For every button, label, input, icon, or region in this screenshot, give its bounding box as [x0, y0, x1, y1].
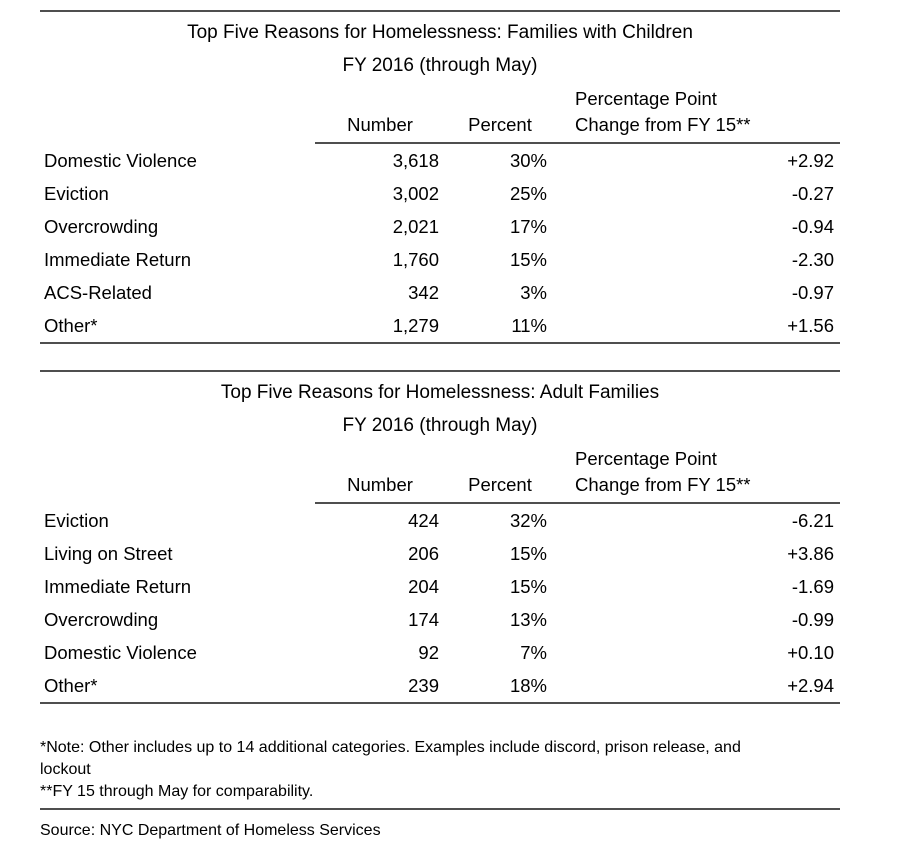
cell-reason: Immediate Return [44, 576, 192, 597]
cell-change: -0.94 [791, 216, 834, 237]
table-row: Eviction 424 32% -6.21 [40, 503, 840, 537]
cell-reason: Eviction [44, 509, 109, 531]
source-line: Source: NYC Department of Homeless Servi… [40, 822, 381, 839]
cell-number: 206 [408, 543, 439, 564]
cell-reason: Living on Street [44, 543, 173, 564]
report-page: Top Five Reasons for Homelessness: Famil… [40, 10, 840, 839]
cell-percent: 11% [511, 315, 547, 336]
header-number: Number [315, 86, 445, 144]
table-row: Immediate Return 204 15% -1.69 [40, 570, 840, 603]
cell-reason: Domestic Violence [44, 149, 197, 171]
footnote-fy15: **FY 15 through May for comparability. [40, 783, 314, 800]
cell-percent: 15% [509, 249, 547, 270]
cell-reason: Immediate Return [44, 249, 192, 270]
table-title-line2: FY 2016 (through May) [342, 55, 538, 76]
header-percent: Percent [445, 86, 555, 144]
header-change-line1: Percentage Point [575, 448, 717, 469]
header-change-line1: Percentage Point [575, 88, 717, 109]
cell-change: -1.69 [791, 576, 834, 597]
cell-change: -6.21 [791, 510, 834, 531]
footnotes-block: *Note: Other includes up to 14 additiona… [40, 730, 840, 810]
footnote-other: *Note: Other includes up to 14 additiona… [40, 739, 741, 778]
cell-change: -0.97 [791, 282, 834, 303]
cell-change: -2.30 [791, 249, 834, 270]
adult-families-table: Number Percent Percentage Point Change f… [40, 446, 840, 702]
cell-change: +0.10 [787, 642, 834, 663]
table-row: ACS-Related 342 3% -0.97 [40, 276, 840, 309]
header-percent: Percent [445, 446, 555, 504]
cell-percent: 3% [520, 282, 547, 303]
table-row: Other* 239 18% +2.94 [40, 669, 840, 702]
table-row: Domestic Violence 3,618 30% +2.92 [40, 143, 840, 177]
header-reason-blank [40, 446, 315, 503]
table-title-line1: Top Five Reasons for Homelessness: Famil… [187, 22, 693, 43]
cell-number: 1,279 [392, 315, 439, 336]
table-row: Living on Street 206 15% +3.86 [40, 537, 840, 570]
table-row: Overcrowding 174 13% -0.99 [40, 603, 840, 636]
families-with-children-table: Number Percent Percentage Point Change f… [40, 86, 840, 342]
cell-reason: Other* [44, 675, 98, 696]
header-number: Number [315, 446, 445, 504]
table-title-adult-families: Top Five Reasons for Homelessness: Adult… [40, 376, 840, 442]
cell-number: 3,002 [392, 183, 439, 204]
cell-percent: 18% [509, 675, 547, 696]
header-reason-blank [40, 86, 315, 143]
cell-number: 1,760 [392, 249, 439, 270]
header-row: Number Percent Percentage Point Change f… [40, 86, 840, 144]
cell-percent: 30% [509, 150, 547, 171]
header-change-line2: Change from FY 15** [575, 474, 751, 495]
cell-change: -0.99 [791, 609, 834, 630]
cell-number: 2,021 [392, 216, 439, 237]
cell-change: +1.56 [787, 315, 834, 336]
cell-reason: ACS-Related [44, 282, 152, 303]
cell-number: 424 [408, 510, 439, 531]
cell-reason: Domestic Violence [44, 642, 197, 663]
cell-number: 204 [408, 576, 439, 597]
cell-change: +2.92 [787, 150, 834, 171]
cell-percent: 17% [509, 216, 547, 237]
table-title-line2: FY 2016 (through May) [342, 415, 538, 436]
cell-change: +2.94 [787, 675, 834, 696]
header-change: Percentage Point Change from FY 15** [555, 446, 840, 504]
cell-reason: Eviction [44, 183, 109, 204]
cell-percent: 15% [509, 543, 547, 564]
cell-number: 92 [418, 642, 439, 663]
table-row: Eviction 3,002 25% -0.27 [40, 177, 840, 210]
header-change-line2: Change from FY 15** [575, 114, 751, 135]
cell-percent: 32% [509, 510, 547, 531]
table-title-families-with-children: Top Five Reasons for Homelessness: Famil… [40, 16, 840, 82]
cell-number: 174 [408, 609, 439, 630]
cell-number: 3,618 [392, 150, 439, 171]
cell-percent: 25% [509, 183, 547, 204]
table-row: Other* 1,279 11% +1.56 [40, 309, 840, 342]
cell-reason: Overcrowding [44, 216, 159, 237]
cell-change: +3.86 [787, 543, 834, 564]
cell-reason: Other* [44, 315, 98, 336]
table-title-line1: Top Five Reasons for Homelessness: Adult… [220, 382, 660, 403]
header-change: Percentage Point Change from FY 15** [555, 86, 840, 144]
cell-percent: 15% [509, 576, 547, 597]
cell-reason: Overcrowding [44, 609, 159, 630]
cell-number: 239 [408, 675, 439, 696]
header-row: Number Percent Percentage Point Change f… [40, 446, 840, 504]
cell-percent: 7% [520, 642, 547, 663]
table-section-families-with-children: Top Five Reasons for Homelessness: Famil… [40, 10, 840, 344]
cell-change: -0.27 [791, 183, 834, 204]
table-row: Domestic Violence 92 7% +0.10 [40, 636, 840, 669]
table-row: Overcrowding 2,021 17% -0.94 [40, 210, 840, 243]
table-row: Immediate Return 1,760 15% -2.30 [40, 243, 840, 276]
cell-number: 342 [408, 282, 439, 303]
table-section-adult-families: Top Five Reasons for Homelessness: Adult… [40, 370, 840, 704]
cell-percent: 13% [509, 609, 547, 630]
